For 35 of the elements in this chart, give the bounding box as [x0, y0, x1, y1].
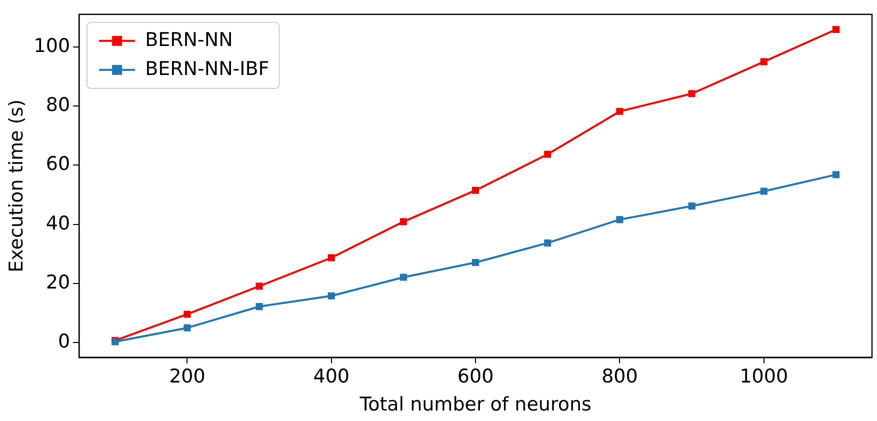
y-axis-title: Execution time (s) [5, 99, 28, 272]
point [256, 303, 263, 310]
point [184, 324, 191, 332]
point [256, 282, 263, 290]
point [616, 216, 624, 224]
point [616, 108, 624, 115]
point [544, 239, 552, 247]
point [472, 186, 480, 194]
y-tick-label: 100 [34, 34, 70, 57]
point [688, 202, 696, 210]
legend-label: BERN-NN-IBF [145, 58, 270, 80]
point [184, 310, 191, 318]
point [760, 188, 768, 195]
y-tick-label: 80 [46, 94, 70, 116]
x-tick-label: 600 [457, 366, 494, 388]
x-tick-label: 200 [169, 366, 206, 388]
y-tick-label: 0 [58, 330, 70, 353]
y-tick-label: 40 [46, 212, 70, 234]
point [688, 90, 696, 98]
point [400, 218, 407, 226]
point [328, 254, 335, 262]
y-tick-label: 20 [46, 271, 70, 294]
x-axis-title: Total number of neurons [358, 394, 592, 416]
point [328, 292, 335, 300]
x-tick-label: 400 [313, 366, 350, 388]
point [400, 274, 407, 281]
point [832, 171, 840, 178]
x-tick-label: 1000 [740, 366, 788, 388]
point [832, 26, 840, 34]
x-tick-label: 800 [602, 366, 638, 388]
point [544, 150, 552, 158]
legend-label: BERN-NN [145, 28, 233, 51]
point [472, 258, 480, 266]
y-tick-label: 60 [46, 153, 70, 176]
point [760, 58, 768, 66]
